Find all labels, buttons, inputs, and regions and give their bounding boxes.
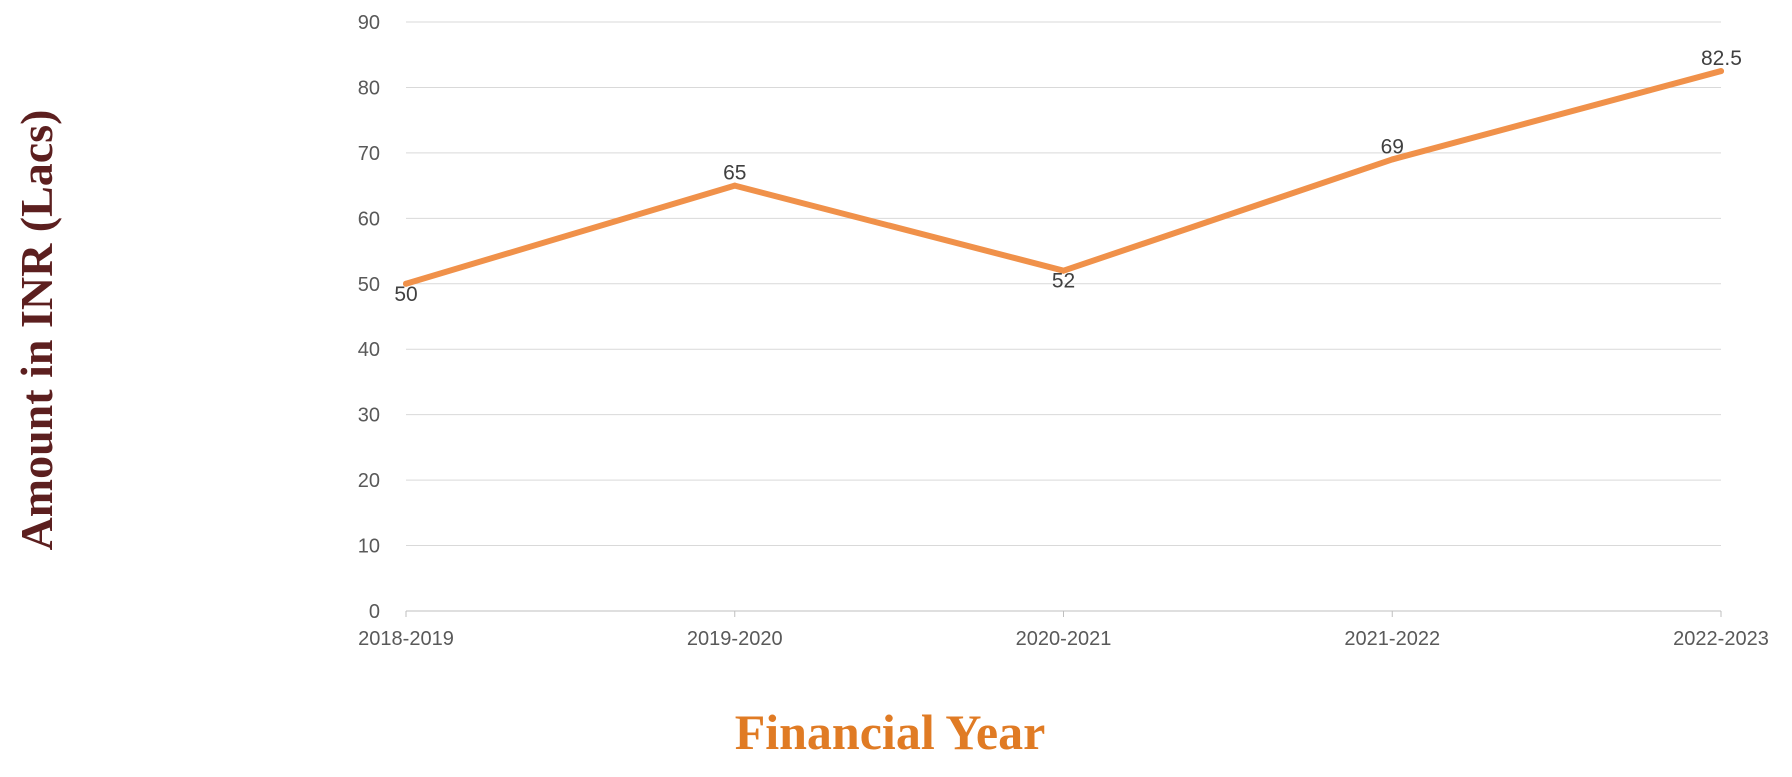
data-point xyxy=(1389,156,1396,163)
y-tick-label: 30 xyxy=(358,405,380,427)
data-point xyxy=(1718,68,1724,75)
data-labels: 50 65 52 69 82.5 xyxy=(394,47,1742,306)
x-tick-label: 2018-2019 xyxy=(358,628,454,650)
x-tick-label: 2019-2020 xyxy=(687,628,783,650)
data-label: 50 xyxy=(394,283,417,306)
x-tick-label: 2021-2022 xyxy=(1344,628,1440,650)
x-axis-title: Financial Year xyxy=(735,704,1046,760)
x-tick-label: 2020-2021 xyxy=(1016,628,1112,650)
y-tick-label: 10 xyxy=(358,536,380,558)
y-axis-title: Amount in INR (Lacs) xyxy=(11,110,62,551)
data-point xyxy=(1060,267,1067,274)
data-label: 52 xyxy=(1052,270,1075,293)
y-tick-label: 90 xyxy=(358,12,380,34)
x-tick-label: 2022-2023 xyxy=(1673,628,1769,650)
y-tick-label: 70 xyxy=(358,143,380,165)
series-line xyxy=(403,68,1724,287)
data-label: 65 xyxy=(723,162,746,185)
data-point xyxy=(731,182,738,189)
y-tick-label: 40 xyxy=(358,339,380,361)
y-tick-label: 20 xyxy=(358,470,380,492)
data-label: 82.5 xyxy=(1701,47,1742,70)
data-label: 69 xyxy=(1381,135,1404,158)
series-line-group xyxy=(403,68,1724,287)
y-tick-label: 80 xyxy=(358,77,380,99)
x-tick-labels: 2018-2019 2019-2020 2020-2021 2021-2022 2022… xyxy=(358,628,1769,650)
y-tick-label: 50 xyxy=(358,274,380,296)
y-tick-label: 0 xyxy=(369,601,380,623)
y-tick-label: 60 xyxy=(358,208,380,230)
data-point xyxy=(403,280,409,287)
x-axis xyxy=(405,610,1722,617)
y-tick-labels: 0 10 20 30 40 50 60 70 80 90 xyxy=(358,12,380,623)
